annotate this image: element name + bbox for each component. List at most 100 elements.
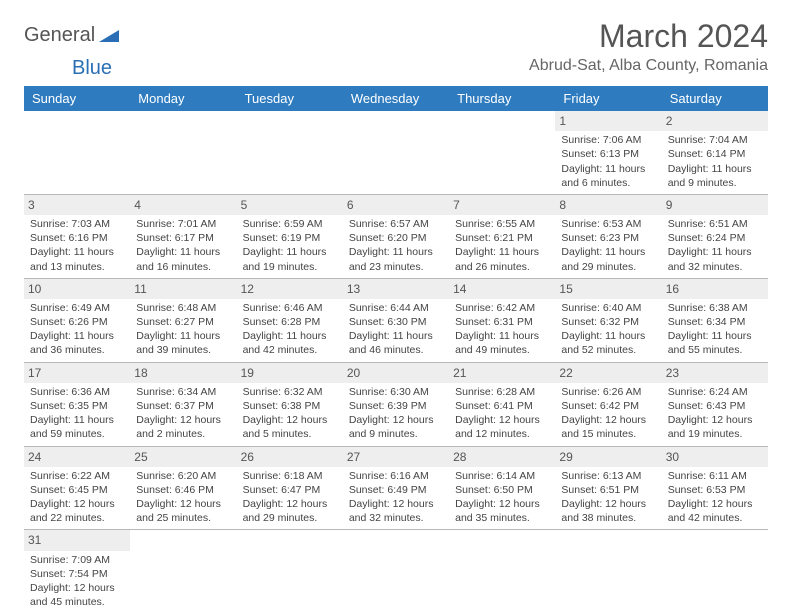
cell-text: Daylight: 12 hours bbox=[30, 497, 124, 511]
calendar-cell bbox=[343, 111, 449, 194]
calendar-cell: 30Sunrise: 6:11 AMSunset: 6:53 PMDayligh… bbox=[662, 446, 768, 530]
cell-text: and 36 minutes. bbox=[30, 343, 124, 357]
calendar-cell: 12Sunrise: 6:46 AMSunset: 6:28 PMDayligh… bbox=[237, 278, 343, 362]
calendar-cell: 10Sunrise: 6:49 AMSunset: 6:26 PMDayligh… bbox=[24, 278, 130, 362]
cell-text: Sunrise: 6:13 AM bbox=[561, 469, 655, 483]
calendar-cell bbox=[237, 530, 343, 613]
calendar-cell bbox=[237, 111, 343, 194]
cell-text: Sunset: 6:17 PM bbox=[136, 231, 230, 245]
calendar-cell: 19Sunrise: 6:32 AMSunset: 6:38 PMDayligh… bbox=[237, 362, 343, 446]
calendar-cell bbox=[662, 530, 768, 613]
cell-text: Sunset: 6:51 PM bbox=[561, 483, 655, 497]
cell-text: Sunset: 6:28 PM bbox=[243, 315, 337, 329]
cell-text: Sunrise: 6:16 AM bbox=[349, 469, 443, 483]
day-number: 20 bbox=[343, 363, 449, 383]
cell-text: Sunrise: 6:51 AM bbox=[668, 217, 762, 231]
cell-text: and 59 minutes. bbox=[30, 427, 124, 441]
day-number: 4 bbox=[130, 195, 236, 215]
cell-text: Daylight: 11 hours bbox=[561, 162, 655, 176]
cell-text: Sunrise: 6:32 AM bbox=[243, 385, 337, 399]
cell-text: Daylight: 11 hours bbox=[668, 162, 762, 176]
day-number: 7 bbox=[449, 195, 555, 215]
cell-text: and 42 minutes. bbox=[243, 343, 337, 357]
cell-text: Sunset: 6:53 PM bbox=[668, 483, 762, 497]
cell-text: Sunrise: 6:55 AM bbox=[455, 217, 549, 231]
cell-text: Sunset: 6:19 PM bbox=[243, 231, 337, 245]
cell-text: Sunrise: 6:22 AM bbox=[30, 469, 124, 483]
calendar-cell: 20Sunrise: 6:30 AMSunset: 6:39 PMDayligh… bbox=[343, 362, 449, 446]
calendar-cell: 26Sunrise: 6:18 AMSunset: 6:47 PMDayligh… bbox=[237, 446, 343, 530]
calendar-cell: 25Sunrise: 6:20 AMSunset: 6:46 PMDayligh… bbox=[130, 446, 236, 530]
cell-text: Sunset: 6:37 PM bbox=[136, 399, 230, 413]
page-title: March 2024 bbox=[529, 18, 768, 55]
cell-text: Sunrise: 6:26 AM bbox=[561, 385, 655, 399]
day-number: 2 bbox=[662, 111, 768, 131]
cell-text: and 19 minutes. bbox=[243, 260, 337, 274]
cell-text: Sunrise: 6:57 AM bbox=[349, 217, 443, 231]
cell-text: Sunrise: 6:44 AM bbox=[349, 301, 443, 315]
cell-text: and 15 minutes. bbox=[561, 427, 655, 441]
calendar-cell: 1Sunrise: 7:06 AMSunset: 6:13 PMDaylight… bbox=[555, 111, 661, 194]
calendar-week-row: 31Sunrise: 7:09 AMSunset: 7:54 PMDayligh… bbox=[24, 530, 768, 613]
cell-text: and 9 minutes. bbox=[349, 427, 443, 441]
cell-text: Sunset: 6:24 PM bbox=[668, 231, 762, 245]
cell-text: Sunrise: 6:46 AM bbox=[243, 301, 337, 315]
cell-text: Sunrise: 6:18 AM bbox=[243, 469, 337, 483]
cell-text: Sunset: 6:49 PM bbox=[349, 483, 443, 497]
cell-text: Sunset: 6:38 PM bbox=[243, 399, 337, 413]
day-number: 19 bbox=[237, 363, 343, 383]
day-number: 26 bbox=[237, 447, 343, 467]
cell-text: Sunset: 6:47 PM bbox=[243, 483, 337, 497]
calendar-cell: 11Sunrise: 6:48 AMSunset: 6:27 PMDayligh… bbox=[130, 278, 236, 362]
cell-text: and 6 minutes. bbox=[561, 176, 655, 190]
cell-text: Daylight: 11 hours bbox=[30, 329, 124, 343]
cell-text: Sunrise: 7:03 AM bbox=[30, 217, 124, 231]
cell-text: Sunset: 6:50 PM bbox=[455, 483, 549, 497]
day-number: 23 bbox=[662, 363, 768, 383]
cell-text: Daylight: 12 hours bbox=[455, 497, 549, 511]
calendar-cell: 6Sunrise: 6:57 AMSunset: 6:20 PMDaylight… bbox=[343, 194, 449, 278]
cell-text: Sunset: 6:20 PM bbox=[349, 231, 443, 245]
calendar-cell bbox=[130, 111, 236, 194]
calendar-cell: 29Sunrise: 6:13 AMSunset: 6:51 PMDayligh… bbox=[555, 446, 661, 530]
cell-text: Sunrise: 6:48 AM bbox=[136, 301, 230, 315]
day-number: 6 bbox=[343, 195, 449, 215]
calendar-cell bbox=[555, 530, 661, 613]
cell-text: Sunset: 7:54 PM bbox=[30, 567, 124, 581]
cell-text: and 25 minutes. bbox=[136, 511, 230, 525]
day-number: 9 bbox=[662, 195, 768, 215]
cell-text: Sunset: 6:26 PM bbox=[30, 315, 124, 329]
cell-text: Sunrise: 6:24 AM bbox=[668, 385, 762, 399]
cell-text: Sunset: 6:23 PM bbox=[561, 231, 655, 245]
cell-text: Sunset: 6:31 PM bbox=[455, 315, 549, 329]
calendar-week-row: 17Sunrise: 6:36 AMSunset: 6:35 PMDayligh… bbox=[24, 362, 768, 446]
cell-text: Sunset: 6:46 PM bbox=[136, 483, 230, 497]
calendar-cell: 17Sunrise: 6:36 AMSunset: 6:35 PMDayligh… bbox=[24, 362, 130, 446]
calendar-cell bbox=[24, 111, 130, 194]
cell-text: and 42 minutes. bbox=[668, 511, 762, 525]
cell-text: Daylight: 11 hours bbox=[668, 245, 762, 259]
calendar-header-row: Sunday Monday Tuesday Wednesday Thursday… bbox=[24, 86, 768, 111]
day-number: 13 bbox=[343, 279, 449, 299]
calendar-cell: 18Sunrise: 6:34 AMSunset: 6:37 PMDayligh… bbox=[130, 362, 236, 446]
cell-text: Sunset: 6:43 PM bbox=[668, 399, 762, 413]
calendar-cell: 2Sunrise: 7:04 AMSunset: 6:14 PMDaylight… bbox=[662, 111, 768, 194]
calendar-body: 1Sunrise: 7:06 AMSunset: 6:13 PMDaylight… bbox=[24, 111, 768, 613]
cell-text: Daylight: 11 hours bbox=[136, 329, 230, 343]
cell-text: Sunrise: 6:34 AM bbox=[136, 385, 230, 399]
cell-text: and 26 minutes. bbox=[455, 260, 549, 274]
cell-text: Daylight: 12 hours bbox=[561, 497, 655, 511]
cell-text: Sunset: 6:27 PM bbox=[136, 315, 230, 329]
calendar-table: Sunday Monday Tuesday Wednesday Thursday… bbox=[24, 86, 768, 613]
calendar-cell bbox=[343, 530, 449, 613]
day-number: 14 bbox=[449, 279, 555, 299]
cell-text: Sunrise: 7:09 AM bbox=[30, 553, 124, 567]
cell-text: and 19 minutes. bbox=[668, 427, 762, 441]
calendar-cell: 8Sunrise: 6:53 AMSunset: 6:23 PMDaylight… bbox=[555, 194, 661, 278]
calendar-cell: 22Sunrise: 6:26 AMSunset: 6:42 PMDayligh… bbox=[555, 362, 661, 446]
cell-text: and 52 minutes. bbox=[561, 343, 655, 357]
cell-text: Daylight: 12 hours bbox=[561, 413, 655, 427]
day-header: Friday bbox=[555, 86, 661, 111]
cell-text: and 9 minutes. bbox=[668, 176, 762, 190]
day-number: 31 bbox=[24, 530, 130, 550]
